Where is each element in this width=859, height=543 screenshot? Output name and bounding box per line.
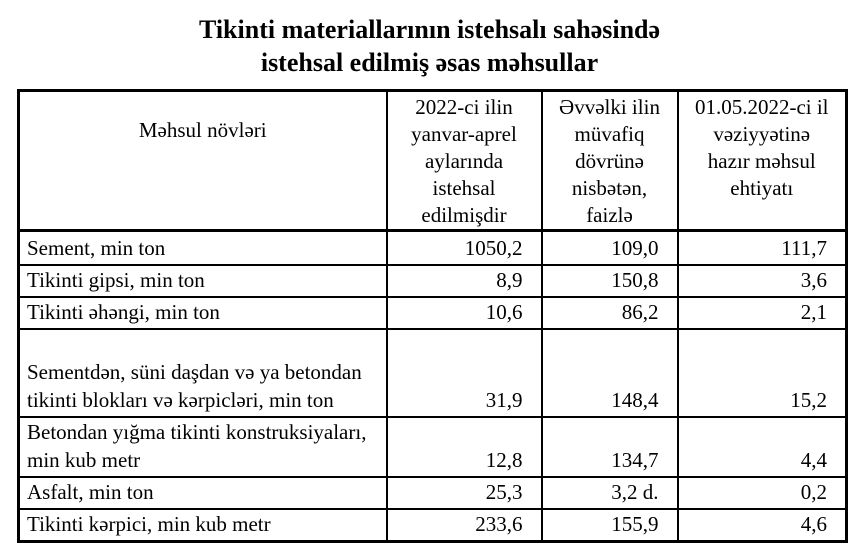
product-cell: Tikinti əhəngi, min ton <box>17 295 388 330</box>
table-header: Məhsul növləri 2022-ci ilin yanvar-aprel… <box>17 89 848 232</box>
product-cell: Asfalt, min ton <box>17 475 388 510</box>
stock-cell: 4,4 <box>676 415 848 478</box>
page-title: Tikinti materiallarının istehsalı sahəsi… <box>0 0 859 79</box>
product-cell: Betondan yığma tikinti konstruksiyaları,… <box>17 415 388 478</box>
stock-cell: 111,7 <box>676 229 848 266</box>
stock-cell: 2,1 <box>676 295 848 330</box>
table-row-ahang: Tikinti əhəngi, min ton 10,6 86,2 2,1 <box>17 295 848 330</box>
produced-cell: 25,3 <box>385 475 543 510</box>
produced-cell: 31,9 <box>385 327 543 418</box>
column-header-produced: 2022-ci ilin yanvar-aprel aylarında iste… <box>385 89 543 232</box>
product-cell: Sement, min ton <box>17 229 388 266</box>
table-row-bloklar: Sementdən, süni daşdan və ya betondan ti… <box>17 327 848 418</box>
table-row-asfalt: Asfalt, min ton 25,3 3,2 d. 0,2 <box>17 475 848 510</box>
produced-cell: 12,8 <box>385 415 543 478</box>
stock-cell: 4,6 <box>676 507 848 542</box>
produced-cell: 1050,2 <box>385 229 543 266</box>
vs-previous-cell: 86,2 <box>540 295 679 330</box>
stock-cell: 0,2 <box>676 475 848 510</box>
vs-previous-cell: 150,8 <box>540 263 679 298</box>
table-row-karpic: Tikinti kərpici, min kub metr 233,6 155,… <box>17 507 848 542</box>
page-title-line-1: Tikinti materiallarının istehsalı sahəsi… <box>198 15 661 44</box>
table-row-gips: Tikinti gipsi, min ton 8,9 150,8 3,6 <box>17 263 848 298</box>
vs-previous-cell: 109,0 <box>540 229 679 266</box>
column-header-product: Məhsul növləri <box>17 89 388 232</box>
stock-cell: 15,2 <box>676 327 848 418</box>
column-header-stock: 01.05.2022-ci il vəziyyətinə hazır məhsu… <box>676 89 848 232</box>
vs-previous-cell: 3,2 d. <box>540 475 679 510</box>
produced-cell: 233,6 <box>385 507 543 542</box>
product-cell: Tikinti kərpici, min kub metr <box>17 507 388 542</box>
table-row-sement: Sement, min ton 1050,2 109,0 111,7 <box>17 229 848 266</box>
page-title-line-2: istehsal edilmiş əsas məhsullar <box>260 48 599 77</box>
table-body: Sement, min ton 1050,2 109,0 111,7 Tikin… <box>17 229 848 542</box>
vs-previous-cell: 134,7 <box>540 415 679 478</box>
produced-cell: 8,9 <box>385 263 543 298</box>
produced-cell: 10,6 <box>385 295 543 330</box>
stock-cell: 3,6 <box>676 263 848 298</box>
vs-previous-cell: 148,4 <box>540 327 679 418</box>
column-header-vs-previous: Əvvəlki ilin müvafiq dövrünə nisbətən, f… <box>540 89 679 232</box>
product-cell: Sementdən, süni daşdan və ya betondan ti… <box>17 327 388 418</box>
table-row-konstruksiya: Betondan yığma tikinti konstruksiyaları,… <box>17 415 848 478</box>
vs-previous-cell: 155,9 <box>540 507 679 542</box>
product-cell: Tikinti gipsi, min ton <box>17 263 388 298</box>
production-table: Məhsul növləri 2022-ci ilin yanvar-aprel… <box>17 89 848 543</box>
header-row: Məhsul növləri 2022-ci ilin yanvar-aprel… <box>17 89 848 232</box>
